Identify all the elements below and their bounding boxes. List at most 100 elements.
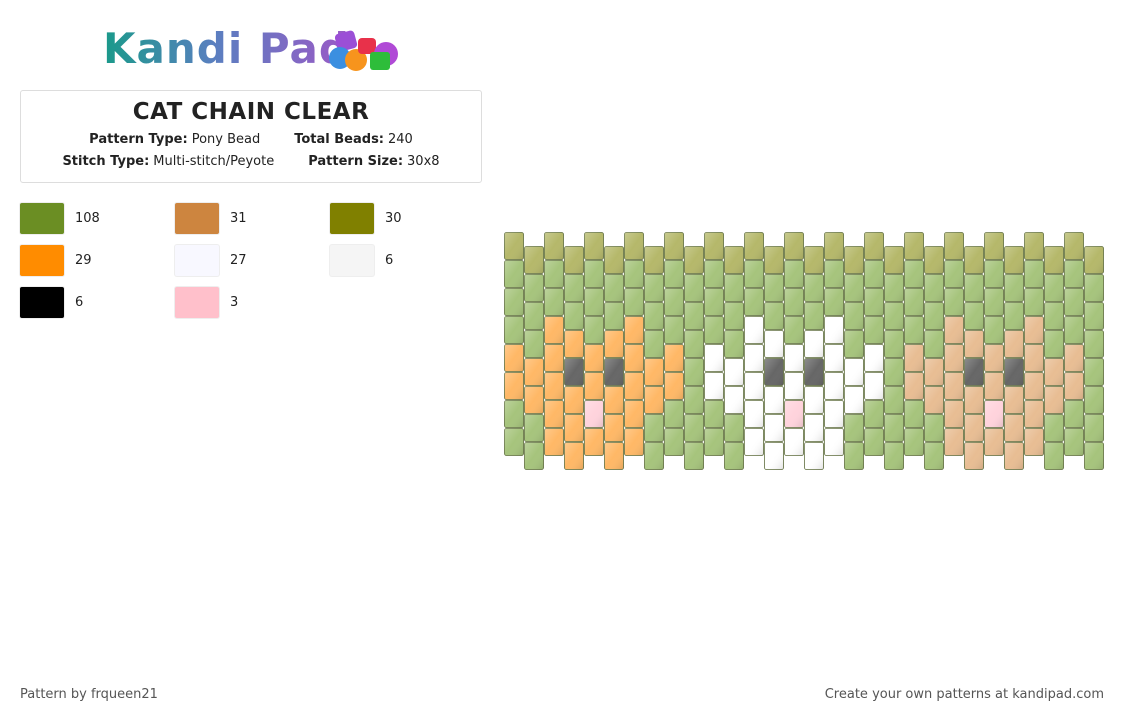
- bead: [1004, 358, 1024, 386]
- bead: [544, 232, 564, 260]
- bead: [904, 232, 924, 260]
- bead: [804, 358, 824, 386]
- bead: [724, 358, 744, 386]
- bead: [1064, 344, 1084, 372]
- bead: [744, 232, 764, 260]
- bead: [884, 414, 904, 442]
- bead: [1024, 260, 1044, 288]
- footer-link[interactable]: Create your own patterns at kandipad.com: [824, 687, 1104, 702]
- bead: [1084, 302, 1104, 330]
- bead: [764, 274, 784, 302]
- bead: [684, 246, 704, 274]
- bead: [984, 400, 1004, 428]
- field-value: Multi-stitch/Peyote: [153, 154, 275, 169]
- field: Pattern Size: 30x8: [308, 154, 439, 169]
- bead: [724, 246, 744, 274]
- bead: [984, 428, 1004, 456]
- bead: [724, 442, 744, 470]
- bead: [1004, 302, 1024, 330]
- bead: [864, 344, 884, 372]
- bead: [1044, 302, 1064, 330]
- bead: [944, 232, 964, 260]
- bead: [984, 288, 1004, 316]
- bead: [1044, 442, 1064, 470]
- bead: [804, 302, 824, 330]
- bead: [664, 428, 684, 456]
- bead: [584, 316, 604, 344]
- bead: [984, 260, 1004, 288]
- color-swatch: [330, 203, 374, 234]
- bead: [844, 386, 864, 414]
- bead: [664, 316, 684, 344]
- bead: [864, 372, 884, 400]
- bead: [564, 358, 584, 386]
- bead: [884, 246, 904, 274]
- bead: [564, 442, 584, 470]
- bead: [764, 442, 784, 470]
- bead: [744, 372, 764, 400]
- bead: [964, 358, 984, 386]
- bead: [684, 358, 704, 386]
- bead: [804, 442, 824, 470]
- field: Stitch Type: Multi-stitch/Peyote: [62, 154, 274, 169]
- bead: [644, 358, 664, 386]
- bead: [924, 274, 944, 302]
- bead: [524, 358, 544, 386]
- bead: [784, 400, 804, 428]
- bead: [1084, 246, 1104, 274]
- bead: [584, 372, 604, 400]
- bead: [704, 400, 724, 428]
- footer-author[interactable]: Pattern by frqueen21: [20, 687, 158, 702]
- logo[interactable]: Kandi Pad: [103, 24, 350, 73]
- color-count: 29: [75, 253, 92, 268]
- bead: [1004, 330, 1024, 358]
- field: Pattern Type: Pony Bead: [89, 132, 260, 147]
- bead: [704, 372, 724, 400]
- bead: [504, 344, 524, 372]
- bead: [604, 386, 624, 414]
- bead: [544, 260, 564, 288]
- bead: [644, 442, 664, 470]
- bead: [964, 442, 984, 470]
- bead: [1084, 274, 1104, 302]
- bead: [804, 246, 824, 274]
- bead: [684, 330, 704, 358]
- bead: [644, 330, 664, 358]
- bead: [964, 414, 984, 442]
- bead: [844, 414, 864, 442]
- bead: [524, 442, 544, 470]
- bead: [864, 260, 884, 288]
- bead: [1004, 386, 1024, 414]
- bead: [1024, 372, 1044, 400]
- bead: [524, 302, 544, 330]
- bead: [844, 330, 864, 358]
- bead: [1064, 428, 1084, 456]
- bead: [964, 330, 984, 358]
- bead: [624, 316, 644, 344]
- bead: [1084, 414, 1104, 442]
- bead: [884, 442, 904, 470]
- bead: [804, 274, 824, 302]
- bead: [944, 372, 964, 400]
- bead: [604, 330, 624, 358]
- bead: [544, 372, 564, 400]
- bead: [904, 288, 924, 316]
- bead: [784, 372, 804, 400]
- bead: [884, 274, 904, 302]
- bead: [824, 232, 844, 260]
- bead: [704, 344, 724, 372]
- bead: [1064, 372, 1084, 400]
- bead: [624, 260, 644, 288]
- color-count: 3: [230, 295, 239, 310]
- bead: [644, 274, 664, 302]
- bead: [984, 316, 1004, 344]
- bead: [844, 442, 864, 470]
- bead: [764, 358, 784, 386]
- color-swatch: [330, 245, 374, 276]
- bead: [764, 246, 784, 274]
- color-swatch: [20, 245, 64, 276]
- bead: [784, 260, 804, 288]
- field-row: Stitch Type: Multi-stitch/Peyote Pattern S…: [21, 154, 481, 169]
